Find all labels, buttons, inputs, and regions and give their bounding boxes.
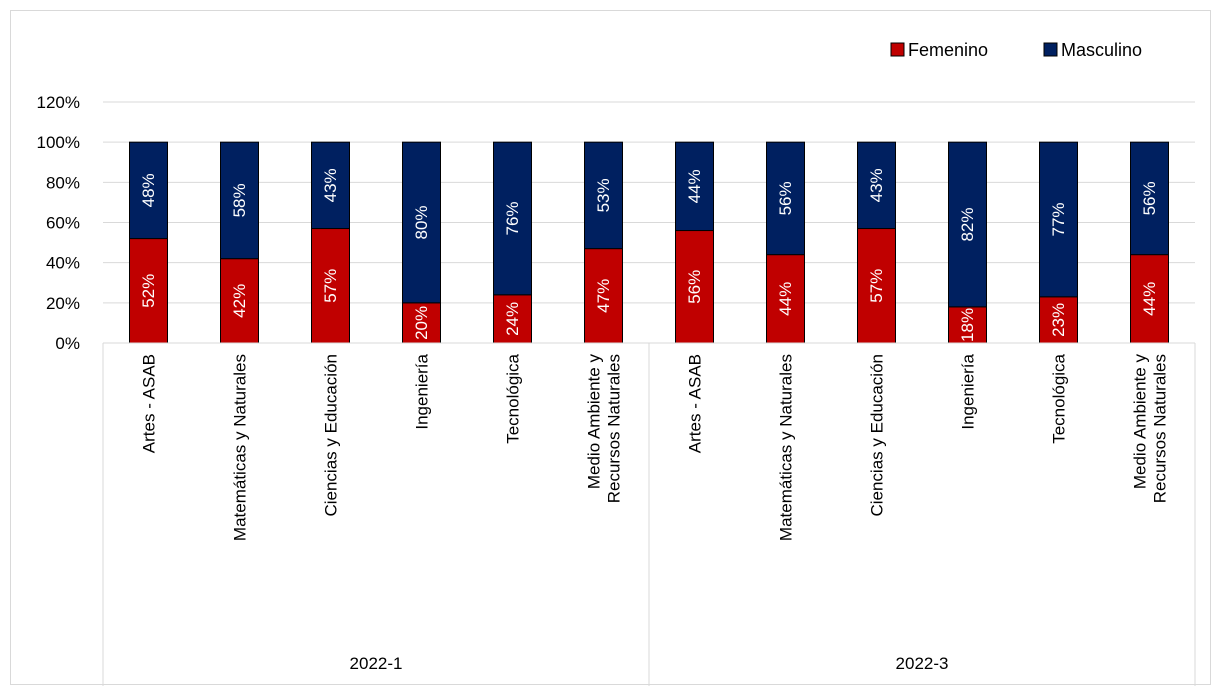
x-category-label-line: Recursos Naturales [1151,354,1170,503]
data-label-masculino: 48% [139,173,158,207]
bars: 52% 48% 42% 58% 57% 43% 20% 80% 24% 76% 47% 53% 56% 4… [129,141,1169,344]
data-label-masculino: 76% [503,201,522,235]
bar-femenino [402,302,441,344]
chart-frame [10,10,1211,685]
bar-femenino [857,228,896,344]
bar-femenino [675,230,714,344]
x-category-label-line: Ingeniería [413,353,432,429]
x-category-label-line: Medio Ambiente y [1131,354,1150,490]
y-tick-label: 40% [46,254,80,273]
x-category-label-line: Tecnológica [504,353,523,443]
x-category-label-line: Ciencias y Educación [868,354,887,517]
y-tick-label: 60% [46,214,80,233]
data-label-masculino: 80% [412,205,431,239]
bar-femenino [766,254,805,344]
data-label-femenino: 44% [776,282,795,316]
data-label-masculino: 77% [1049,202,1068,236]
x-category-label: Ingeniería [413,353,432,429]
x-category-label: Artes - ASAB [140,354,159,453]
y-axis: 0% 20% 40% 60% 80% 100% 120% [37,93,80,353]
data-label-femenino: 57% [867,269,886,303]
legend-swatch [890,42,905,57]
data-label-femenino: 44% [1140,282,1159,316]
bar-femenino [129,238,168,344]
data-label-masculino: 82% [958,207,977,241]
legend-swatch [1043,42,1058,57]
x-category-label-line: Recursos Naturales [605,354,624,503]
x-group-label: 2022-1 [350,654,403,673]
legend: Femenino Masculino [890,40,1142,60]
bar-masculino [857,141,896,230]
bar-masculino [493,141,532,296]
x-category-label: Medio Ambiente yRecursos Naturales [585,354,624,504]
x-category-label-line: Tecnológica [1050,353,1069,443]
x-category-label: Ciencias y Educación [868,354,887,517]
y-tick-label: 0% [55,334,80,353]
data-label-masculino: 43% [867,168,886,202]
bar-masculino [311,141,350,230]
bar-masculino [129,141,168,240]
x-category-label-line: Matemáticas y Naturales [231,354,250,541]
y-tick-label: 120% [37,93,80,112]
data-label-femenino: 57% [321,269,340,303]
y-tick-label: 100% [37,133,80,152]
data-label-masculino: 44% [685,169,704,203]
bar-masculino [948,141,987,308]
x-category-label-line: Ingeniería [959,353,978,429]
x-category-label: Ingeniería [959,353,978,429]
x-axis: Artes - ASAB Matemáticas y Naturales Cienc… [102,342,1196,686]
x-category-label: Tecnológica [1050,353,1069,443]
bar-masculino [1130,141,1169,256]
x-category-label: Matemáticas y Naturales [231,354,250,541]
bar-masculino [584,141,623,250]
legend-label: Femenino [908,40,988,60]
data-label-femenino: 24% [503,302,522,336]
x-category-label: Tecnológica [504,353,523,443]
bar-masculino [675,141,714,232]
data-label-femenino: 42% [230,284,249,318]
x-category-label-line: Ciencias y Educación [322,354,341,517]
y-tick-label: 80% [46,173,80,192]
x-category-label: Matemáticas y Naturales [777,354,796,541]
x-category-label: Artes - ASAB [686,354,705,453]
bar-masculino [220,141,259,260]
bar-masculino [402,141,441,304]
data-label-masculino: 43% [321,168,340,202]
x-category-label: Medio Ambiente yRecursos Naturales [1131,354,1170,504]
bar-masculino [1039,141,1078,298]
data-label-femenino: 56% [685,270,704,304]
y-tick-label: 20% [46,294,80,313]
data-label-masculino: 53% [594,178,613,212]
data-label-masculino: 56% [1140,181,1159,215]
legend-label: Masculino [1061,40,1142,60]
bar-femenino [311,228,350,344]
bar-femenino [493,294,532,344]
x-group-label: 2022-3 [896,654,949,673]
data-label-femenino: 52% [139,274,158,308]
data-label-masculino: 58% [230,183,249,217]
data-label-femenino: 18% [958,308,977,342]
x-category-label-line: Medio Ambiente y [585,354,604,490]
data-label-masculino: 56% [776,181,795,215]
bar-masculino [766,141,805,256]
x-category-label-line: Matemáticas y Naturales [777,354,796,541]
x-category-label: Ciencias y Educación [322,354,341,517]
data-label-femenino: 47% [594,279,613,313]
data-label-femenino: 20% [412,306,431,340]
x-category-label-line: Artes - ASAB [686,354,705,453]
gridlines [103,101,1195,344]
bar-femenino [220,258,259,344]
x-category-label-line: Artes - ASAB [140,354,159,453]
bar-femenino [584,248,623,344]
data-label-femenino: 23% [1049,303,1068,337]
